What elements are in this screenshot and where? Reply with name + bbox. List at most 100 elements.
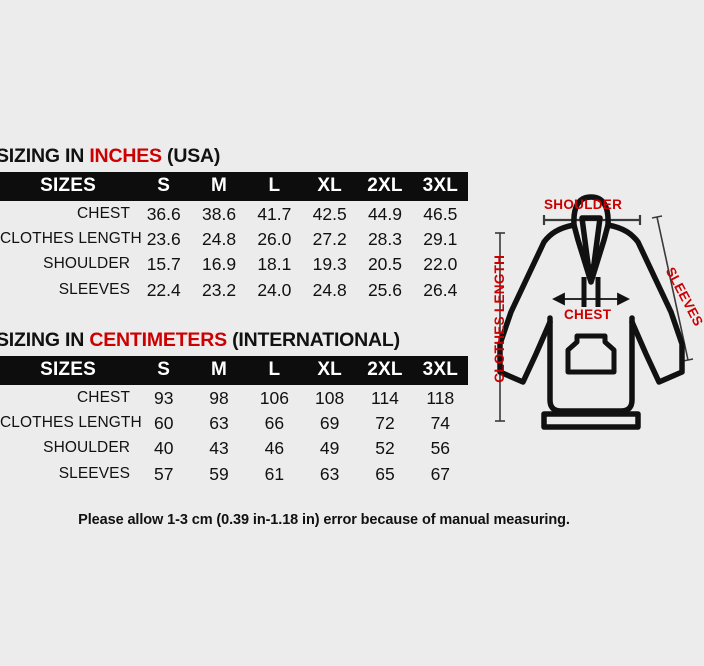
row-label-shoulder: SHOULDER	[43, 255, 131, 273]
column-header-s: S	[157, 175, 171, 196]
measurement-disclaimer: Please allow 1-3 cm (0.39 in-1.18 in) er…	[78, 512, 570, 528]
cell-sleeves-l: 61	[264, 463, 285, 484]
cell-shoulder-3xl: 22.0	[423, 254, 458, 275]
cell-shoulder-s: 15.7	[146, 254, 181, 275]
column-header-m: M	[211, 359, 228, 380]
clothes-length-measure-line	[495, 232, 505, 422]
cell-shoulder-s: 40	[153, 438, 174, 459]
table-row: CLOTHES LENGTH 23.6 24.8 26.0 27.2 28.3 …	[0, 226, 468, 251]
column-header-3xl: 3XL	[422, 359, 459, 380]
cell-sleeves-s: 57	[153, 463, 174, 484]
cell-chest-l: 41.7	[257, 203, 292, 224]
column-header-l: L	[268, 175, 281, 196]
cell-sleeves-xl: 63	[319, 463, 340, 484]
column-header-sizes: SIZES	[40, 359, 96, 380]
cell-sleeves-m: 59	[209, 463, 229, 484]
column-header-xl: XL	[317, 359, 342, 380]
cell-shoulder-xl: 19.3	[312, 254, 347, 275]
size-table-centimeters: SIZES S M L XL 2XL 3XL CHEST 93 98 106 1…	[0, 356, 468, 487]
row-label-chest: CHEST	[77, 204, 131, 222]
kangaroo-pocket	[565, 333, 617, 375]
cell-sleeves-3xl: 26.4	[423, 279, 458, 300]
dimension-label-shoulder: SHOULDER	[544, 197, 623, 212]
title-prefix-inches: SIZING IN	[0, 145, 90, 167]
cell-chest-m: 98	[209, 387, 229, 408]
cell-clothes-length-s: 23.6	[146, 228, 181, 249]
section-title-inches: SIZING IN INCHES (USA)	[0, 145, 221, 167]
cell-sleeves-m: 23.2	[202, 279, 237, 300]
column-header-2xl: 2XL	[367, 175, 403, 196]
cell-clothes-length-l: 66	[264, 412, 285, 433]
row-label-clothes-length: CLOTHES LENGTH	[0, 229, 142, 247]
column-header-3xl: 3XL	[422, 175, 459, 196]
title-highlight-cm: CENTIMETERS	[89, 329, 227, 351]
table-header-row: SIZES S M L XL 2XL 3XL	[0, 356, 468, 385]
cell-shoulder-m: 43	[209, 438, 229, 459]
cell-sleeves-l: 24.0	[257, 279, 292, 300]
dimension-label-clothes-length: CLOTHES LENGTH	[492, 254, 508, 383]
drawstrings	[581, 277, 601, 307]
column-header-s: S	[157, 359, 171, 380]
title-highlight-inches: INCHES	[89, 145, 162, 167]
chest-measure-arrow	[551, 292, 631, 306]
cell-clothes-length-xl: 69	[319, 412, 340, 433]
cell-clothes-length-l: 26.0	[257, 228, 292, 249]
table-row: CLOTHES LENGTH 60 63 66 69 72 74	[0, 410, 468, 435]
table-header-row: SIZES S M L XL 2XL 3XL	[0, 172, 468, 201]
column-header-m: M	[211, 175, 228, 196]
column-header-xl: XL	[317, 175, 342, 196]
row-label-shoulder: SHOULDER	[43, 439, 131, 457]
cell-sleeves-2xl: 65	[375, 463, 395, 484]
cell-clothes-length-3xl: 29.1	[423, 228, 458, 249]
size-table-inches: SIZES S M L XL 2XL 3XL CHEST 36.6 38.6 4…	[0, 172, 468, 303]
cell-chest-3xl: 118	[426, 387, 455, 408]
table-row: SLEEVES 57 59 61 63 65 67	[0, 461, 468, 486]
row-label-clothes-length: CLOTHES LENGTH	[0, 413, 142, 431]
cell-chest-xl: 42.5	[312, 203, 347, 224]
hoodie-illustration-svg	[495, 194, 694, 430]
cell-sleeves-xl: 24.8	[312, 279, 347, 300]
table-row: SLEEVES 22.4 23.2 24.0 24.8 25.6 26.4	[0, 277, 468, 302]
cell-clothes-length-m: 63	[209, 412, 229, 433]
cell-shoulder-m: 16.9	[202, 254, 237, 275]
cell-chest-m: 38.6	[202, 203, 237, 224]
cell-sleeves-3xl: 67	[430, 463, 451, 484]
cell-shoulder-l: 18.1	[257, 254, 292, 275]
cell-chest-l: 106	[259, 387, 289, 408]
row-label-chest: CHEST	[77, 388, 131, 406]
cell-shoulder-l: 46	[264, 438, 285, 459]
cell-chest-2xl: 44.9	[367, 203, 402, 224]
hoodie-body-outline	[497, 222, 685, 430]
cell-shoulder-3xl: 56	[430, 438, 451, 459]
cell-sleeves-s: 22.4	[146, 279, 181, 300]
hoodie-diagram: SHOULDER CHEST CLOTHES LENGTH SLEEVES	[478, 192, 704, 432]
title-prefix-cm: SIZING IN	[0, 329, 90, 351]
cell-clothes-length-2xl: 72	[375, 412, 395, 433]
cell-clothes-length-xl: 27.2	[312, 228, 347, 249]
hood-outline	[571, 194, 611, 285]
cell-chest-3xl: 46.5	[423, 203, 458, 224]
cell-shoulder-xl: 49	[319, 438, 340, 459]
cell-sleeves-2xl: 25.6	[367, 279, 402, 300]
cell-chest-xl: 108	[315, 387, 345, 408]
column-header-2xl: 2XL	[367, 359, 403, 380]
title-suffix-cm: (INTERNATIONAL)	[226, 329, 400, 351]
cell-chest-2xl: 114	[371, 387, 399, 408]
cell-shoulder-2xl: 20.5	[367, 254, 402, 275]
cell-clothes-length-3xl: 74	[430, 412, 451, 433]
dimension-label-chest: CHEST	[564, 307, 612, 322]
cell-clothes-length-m: 24.8	[202, 228, 237, 249]
cell-clothes-length-s: 60	[153, 412, 174, 433]
table-row: CHEST 36.6 38.6 41.7 42.5 44.9 46.5	[0, 201, 468, 226]
column-header-sizes: SIZES	[40, 175, 96, 196]
cell-clothes-length-2xl: 28.3	[367, 228, 402, 249]
cell-chest-s: 93	[153, 387, 174, 408]
cell-shoulder-2xl: 52	[375, 438, 395, 459]
table-row: SHOULDER 40 43 46 49 52 56	[0, 436, 468, 461]
section-title-centimeters: SIZING IN CENTIMETERS (INTERNATIONAL)	[0, 329, 400, 351]
title-suffix-inches: (USA)	[161, 145, 221, 167]
cell-chest-s: 36.6	[146, 203, 181, 224]
row-label-sleeves: SLEEVES	[58, 280, 131, 298]
table-row: CHEST 93 98 106 108 114 118	[0, 385, 468, 410]
